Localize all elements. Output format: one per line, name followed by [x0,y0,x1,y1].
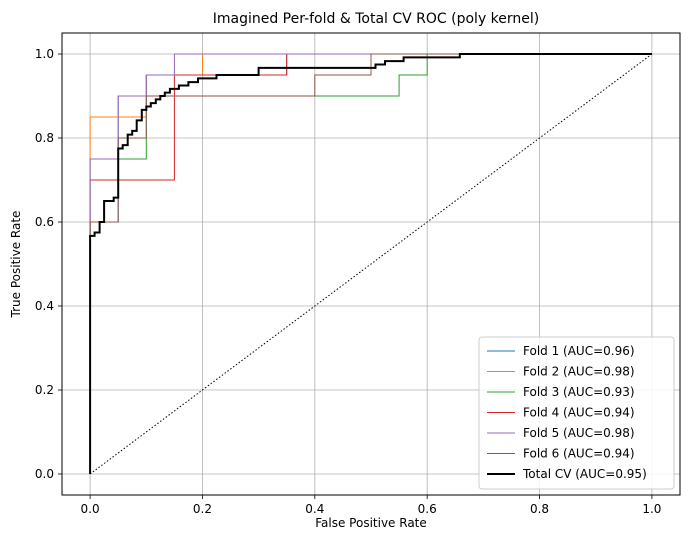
legend: Fold 1 (AUC=0.96) Fold 2 (AUC=0.98) Fold 3… [478,336,675,490]
roc-series-line-7 [89,53,652,474]
x-tick-label: 0.8 [530,502,549,516]
diagonal-layer [89,53,653,475]
plot-frame [61,32,681,496]
x-tick-label: 0.4 [305,502,324,516]
ticks: 0.0 0.2 0.4 0.6 0.8 1.0 0.0 0.2 0.4 0.6 0.8 1.0 [35,47,662,516]
y-tick-label: 0.0 [35,467,54,481]
y-tick-label: 0.4 [35,299,54,313]
legend-label: Fold 1 (AUC=0.96) [523,344,635,358]
y-tick-label: 0.6 [35,215,54,229]
y-axis-label: True Positive Rate [9,211,23,319]
x-tick-label: 0.2 [193,502,212,516]
series-layer [89,53,652,474]
chance-diagonal-line [89,53,653,475]
y-tick-label: 1.0 [35,47,54,61]
x-axis-label: False Positive Rate [315,516,427,530]
legend-label: Fold 2 (AUC=0.98) [523,365,635,379]
legend-box [478,336,675,490]
legend-label: Fold 5 (AUC=0.98) [523,426,635,440]
legend-label: Total CV (AUC=0.95) [522,467,647,481]
x-tick-label: 0.0 [81,502,100,516]
legend-label: Fold 3 (AUC=0.93) [523,385,635,399]
legend-label: Fold 4 (AUC=0.94) [523,406,635,420]
x-tick-label: 0.6 [418,502,437,516]
y-tick-label: 0.2 [35,383,54,397]
chart-title: Imagined Per-fold & Total CV ROC (poly k… [213,11,540,27]
grid [62,33,680,495]
x-tick-label: 1.0 [642,502,661,516]
legend-label: Fold 6 (AUC=0.94) [523,447,635,461]
y-tick-label: 0.8 [35,131,54,145]
